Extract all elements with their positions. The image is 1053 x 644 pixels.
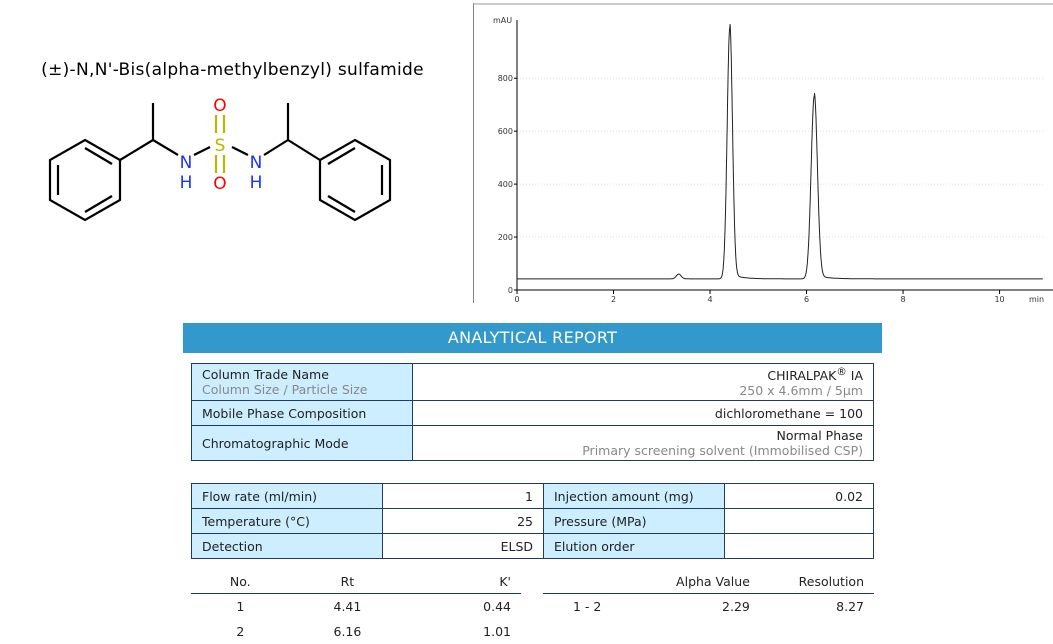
mobile-label: Mobile Phase Composition (191, 400, 413, 427)
param-label: Detection (191, 533, 383, 559)
column-label: Column Trade Name (202, 367, 329, 383)
parameters-table: Flow rate (ml/min) 1 Injection amount (mg)… (191, 483, 874, 559)
header-k: K' (405, 570, 521, 594)
param-label: Injection amount (mg) (543, 483, 725, 509)
peak-pair: 1 - 2 (573, 599, 602, 614)
alpha-value: 2.29 (722, 599, 750, 614)
peak-k: 0.44 (483, 599, 511, 614)
x-tick-label: 8 (901, 295, 906, 303)
atom-hydrogen: H (180, 173, 193, 193)
x-tick-label: 6 (804, 295, 809, 303)
param-row: Detection ELSD Elution order (191, 533, 874, 559)
mode-value: Normal Phase (776, 428, 863, 444)
mode-subvalue: Primary screening solvent (Immobilised C… (582, 443, 863, 459)
peak-row: 1 4.41 0.44 (191, 594, 521, 620)
mobile-value: dichloromethane = 100 (412, 400, 874, 427)
molecule-structure: O S O N H N H (48, 96, 392, 222)
x-tick-label: 10 (994, 295, 1004, 303)
x-tick-label: 0 (514, 295, 519, 303)
param-value: 1 (382, 483, 544, 509)
chromatogram: 0 2 4 6 8 10 0 200 400 600 800 mAU min (473, 3, 1053, 303)
compound-name: (±)-N,N'-Bis(alpha-methylbenzyl) sulfami… (41, 60, 424, 80)
atom-oxygen: O (213, 96, 226, 116)
peaks-table: No. Rt K' 1 4.41 0.44 2 6.16 1.01 (191, 570, 521, 644)
param-row: Temperature (°C) 25 Pressure (MPa) (191, 508, 874, 534)
column-sublabel: Column Size / Particle Size (202, 382, 368, 398)
header-alpha: Alpha Value (634, 570, 760, 594)
y-tick-label: 200 (498, 233, 513, 242)
resolution-value: 8.27 (836, 599, 864, 614)
peak-rt: 4.41 (333, 599, 362, 614)
y-tick-label: 600 (498, 127, 513, 136)
peak-no: 1 (236, 599, 245, 614)
param-value (724, 508, 874, 534)
benzene-ring-left (48, 138, 122, 222)
column-size: 250 x 4.6mm / 5µm (739, 383, 863, 399)
mode-label: Chromatographic Mode (191, 425, 413, 462)
param-label: Pressure (MPa) (543, 508, 725, 534)
benzene-ring-right (318, 138, 392, 222)
atom-oxygen: O (213, 174, 226, 194)
peak-rt: 6.16 (333, 624, 362, 639)
y-tick-label: 800 (498, 74, 513, 83)
column-type: IA (846, 368, 863, 384)
param-label: Flow rate (ml/min) (191, 483, 383, 509)
atom-sulfur: S (215, 136, 226, 156)
y-tick-label: 0 (508, 286, 513, 295)
param-value (724, 533, 874, 559)
param-value: 0.02 (724, 483, 874, 509)
param-label: Temperature (°C) (191, 508, 383, 534)
param-label: Elution order (543, 533, 725, 559)
param-row: Flow rate (ml/min) 1 Injection amount (mg)… (191, 483, 874, 509)
header-no: No. (191, 570, 290, 594)
registered-mark: ® (836, 366, 847, 378)
peak-no: 2 (236, 624, 245, 639)
x-axis-label: min (1029, 295, 1044, 303)
report-title: ANALYTICAL REPORT (183, 323, 882, 353)
header-rt: Rt (289, 570, 406, 594)
header-pair (543, 570, 635, 594)
column-info-table: Column Trade Name Column Size / Particle … (191, 362, 874, 462)
x-tick-label: 4 (707, 295, 712, 303)
peak-k: 1.01 (483, 624, 511, 639)
param-value: 25 (382, 508, 544, 534)
atom-hydrogen: H (250, 173, 263, 193)
param-value: ELSD (382, 533, 544, 559)
y-axis-label: mAU (493, 16, 512, 25)
atom-nitrogen: N (180, 153, 193, 173)
header-resolution: Resolution (759, 570, 874, 594)
chromatogram-trace (517, 24, 1043, 280)
y-tick-label: 400 (498, 180, 513, 189)
peak-row: 2 6.16 1.01 (191, 619, 521, 644)
column-name: CHIRALPAK (767, 368, 837, 384)
selectivity-table: Alpha Value Resolution 1 - 2 2.29 8.27 (543, 570, 874, 619)
selectivity-row: 1 - 2 2.29 8.27 (543, 594, 874, 620)
atom-nitrogen: N (250, 153, 263, 173)
x-tick-label: 2 (611, 295, 616, 303)
